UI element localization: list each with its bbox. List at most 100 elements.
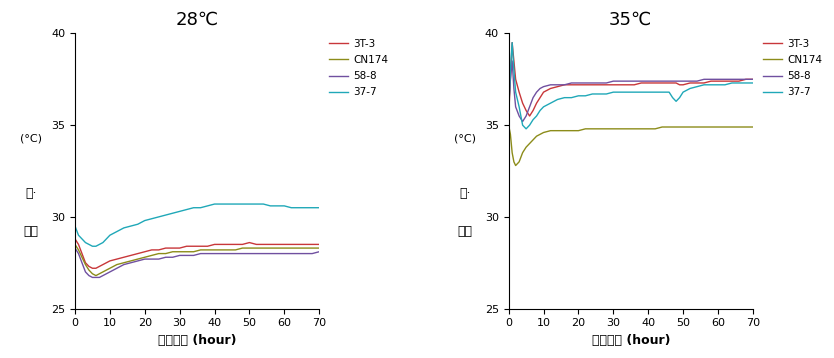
37-7: [741, 81, 751, 85]
3T-3: [77, 251, 87, 256]
3T-3: [552, 84, 562, 89]
3T-3: [182, 244, 192, 248]
3T-3: [294, 242, 304, 247]
CN174: [307, 246, 317, 250]
58-8: [174, 253, 184, 257]
58-8: [514, 114, 524, 118]
3T-3: [539, 90, 549, 94]
58-8: [314, 250, 324, 254]
58-8: [112, 266, 122, 270]
3T-3: [244, 241, 254, 245]
3T-3: [147, 248, 157, 252]
58-8: [720, 77, 730, 82]
Text: 온·: 온·: [25, 187, 37, 199]
58-8: [265, 251, 275, 256]
3T-3: [528, 108, 538, 113]
3T-3: [168, 246, 178, 250]
37-7: [294, 205, 304, 210]
58-8: [539, 84, 549, 89]
37-7: [112, 229, 122, 234]
3T-3: [112, 257, 122, 261]
58-8: [105, 270, 115, 274]
3T-3: [713, 79, 723, 83]
37-7: [265, 204, 275, 208]
CN174: [286, 246, 296, 250]
3T-3: [741, 77, 751, 82]
37-7: [727, 81, 737, 85]
3T-3: [161, 246, 171, 250]
58-8: [699, 77, 709, 82]
CN174: [734, 125, 744, 129]
3T-3: [286, 242, 296, 247]
58-8: [595, 81, 605, 85]
CN174: [209, 248, 219, 252]
58-8: [224, 251, 234, 256]
3T-3: [699, 81, 709, 85]
37-7: [580, 94, 590, 98]
CN174: [182, 250, 192, 254]
3T-3: [230, 242, 240, 247]
58-8: [251, 251, 261, 256]
37-7: [552, 97, 562, 102]
58-8: [133, 259, 143, 263]
58-8: [643, 79, 653, 83]
58-8: [741, 77, 751, 82]
37-7: [98, 241, 108, 245]
3T-3: [608, 83, 618, 87]
CN174: [70, 242, 80, 247]
3T-3: [105, 259, 115, 263]
37-7: [84, 242, 94, 247]
58-8: [531, 90, 541, 94]
3T-3: [601, 83, 611, 87]
37-7: [279, 204, 289, 208]
37-7: [168, 211, 178, 216]
37-7: [209, 202, 219, 206]
CN174: [545, 129, 555, 133]
CN174: [244, 246, 254, 250]
CN174: [587, 127, 597, 131]
37-7: [70, 224, 80, 228]
3T-3: [615, 83, 626, 87]
37-7: [734, 81, 744, 85]
CN174: [531, 134, 541, 138]
37-7: [94, 242, 104, 247]
58-8: [147, 257, 157, 261]
37-7: [535, 108, 545, 113]
CN174: [601, 127, 611, 131]
CN174: [224, 248, 234, 252]
3T-3: [580, 83, 590, 87]
37-7: [91, 244, 101, 248]
CN174: [238, 246, 248, 250]
3T-3: [514, 90, 524, 94]
Title: 28℃: 28℃: [175, 11, 219, 29]
CN174: [727, 125, 737, 129]
58-8: [525, 105, 535, 109]
CN174: [147, 253, 157, 257]
3T-3: [94, 264, 104, 268]
X-axis label: 발효시간 (hour): 발효시간 (hour): [158, 334, 236, 347]
37-7: [105, 233, 115, 237]
CN174: [153, 251, 163, 256]
3T-3: [195, 244, 205, 248]
58-8: [203, 251, 213, 256]
Text: 바라: 바라: [23, 225, 38, 238]
3T-3: [265, 242, 275, 247]
CN174: [678, 125, 688, 129]
CN174: [595, 127, 605, 131]
37-7: [161, 213, 171, 217]
58-8: [521, 114, 531, 118]
37-7: [685, 86, 695, 91]
3T-3: [664, 81, 674, 85]
37-7: [671, 99, 681, 103]
37-7: [636, 90, 646, 94]
3T-3: [560, 83, 570, 87]
58-8: [102, 272, 112, 276]
CN174: [574, 129, 584, 133]
Legend: 3T-3, CN174, 58-8, 37-7: 3T-3, CN174, 58-8, 37-7: [763, 39, 821, 97]
58-8: [509, 86, 519, 91]
37-7: [514, 105, 524, 109]
CN174: [80, 262, 90, 267]
3T-3: [629, 83, 639, 87]
37-7: [118, 226, 128, 230]
3T-3: [307, 242, 317, 247]
